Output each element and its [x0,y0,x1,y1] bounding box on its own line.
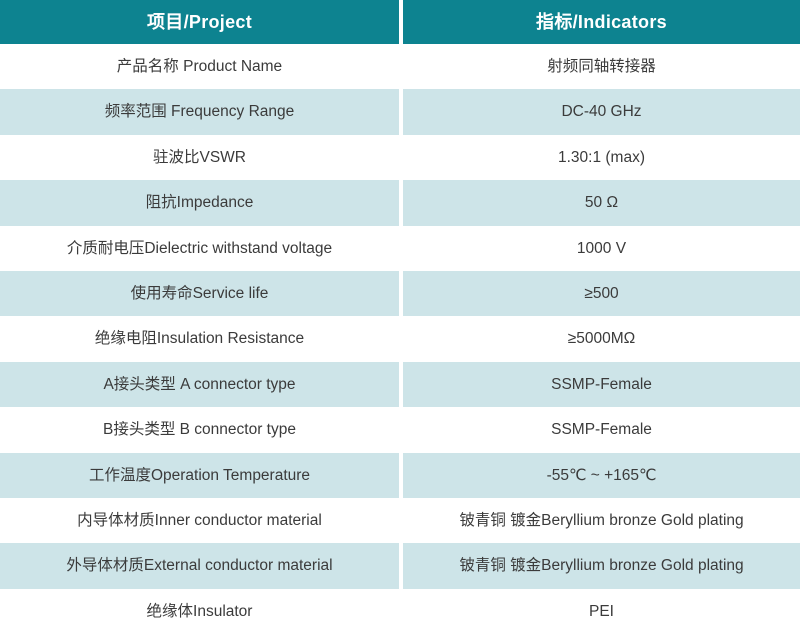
column-divider [399,588,403,634]
header-cell-indicators: 指标/Indicators [403,0,800,44]
column-divider [399,452,403,498]
table-row-inner-conductor-material: 内导体材质Inner conductor material 铍青铜 镀金Bery… [0,497,800,544]
table-row-a-connector-type: A接头类型 A connector type SSMP-Female [0,361,800,408]
table-row-frequency-range: 频率范围 Frequency Range DC-40 GHz [0,89,800,135]
column-divider [399,0,403,44]
row-value: ≥5000MΩ [403,316,800,362]
row-value: 50 Ω [403,180,800,226]
row-label: A接头类型 A connector type [0,361,399,408]
row-label: 内导体材质Inner conductor material [0,497,399,544]
row-value: 射频同轴转接器 [403,44,800,90]
table-row-operation-temperature: 工作温度Operation Temperature -55℃ ~ +165℃ [0,452,800,498]
column-divider [399,407,403,453]
row-value: PEI [403,588,800,634]
row-value: 铍青铜 镀金Beryllium bronze Gold plating [403,543,800,589]
row-label: 工作温度Operation Temperature [0,452,399,498]
row-value: 铍青铜 镀金Beryllium bronze Gold plating [403,497,800,544]
row-label: 频率范围 Frequency Range [0,89,399,135]
row-value: DC-40 GHz [403,89,800,135]
column-divider [399,180,403,226]
row-value: 1.30:1 (max) [403,134,800,181]
column-divider [399,44,403,90]
table-row-vswr: 驻波比VSWR 1.30:1 (max) [0,134,800,181]
row-label: 产品名称 Product Name [0,44,399,90]
column-divider [399,270,403,317]
table-row-impedance: 阻抗Impedance 50 Ω [0,180,800,226]
row-value: ≥500 [403,270,800,317]
table-row-b-connector-type: B接头类型 B connector type SSMP-Female [0,407,800,453]
table-header-row: 项目/Project 指标/Indicators [0,0,800,44]
column-divider [399,134,403,181]
table-row-external-conductor-material: 外导体材质External conductor material 铍青铜 镀金B… [0,543,800,589]
row-value: -55℃ ~ +165℃ [403,452,800,498]
row-value: SSMP-Female [403,361,800,408]
column-divider [399,543,403,589]
row-value: SSMP-Female [403,407,800,453]
column-divider [399,497,403,544]
column-divider [399,316,403,362]
table-row-insulation-resistance: 绝缘电阻Insulation Resistance ≥5000MΩ [0,316,800,362]
header-cell-project: 项目/Project [0,0,399,44]
row-label: 绝缘电阻Insulation Resistance [0,316,399,362]
row-label: 绝缘体Insulator [0,588,399,634]
column-divider [399,361,403,408]
row-label: 驻波比VSWR [0,134,399,181]
row-label: 介质耐电压Dielectric withstand voltage [0,225,399,271]
table-row-dielectric-voltage: 介质耐电压Dielectric withstand voltage 1000 V [0,225,800,271]
row-label: 使用寿命Service life [0,270,399,317]
table-row-insulator: 绝缘体Insulator PEI [0,588,800,634]
table-row-service-life: 使用寿命Service life ≥500 [0,270,800,317]
row-label: 外导体材质External conductor material [0,543,399,589]
row-label: 阻抗Impedance [0,180,399,226]
column-divider [399,89,403,135]
row-value: 1000 V [403,225,800,271]
column-divider [399,225,403,271]
table-row-product-name: 产品名称 Product Name 射频同轴转接器 [0,44,800,90]
row-label: B接头类型 B connector type [0,407,399,453]
